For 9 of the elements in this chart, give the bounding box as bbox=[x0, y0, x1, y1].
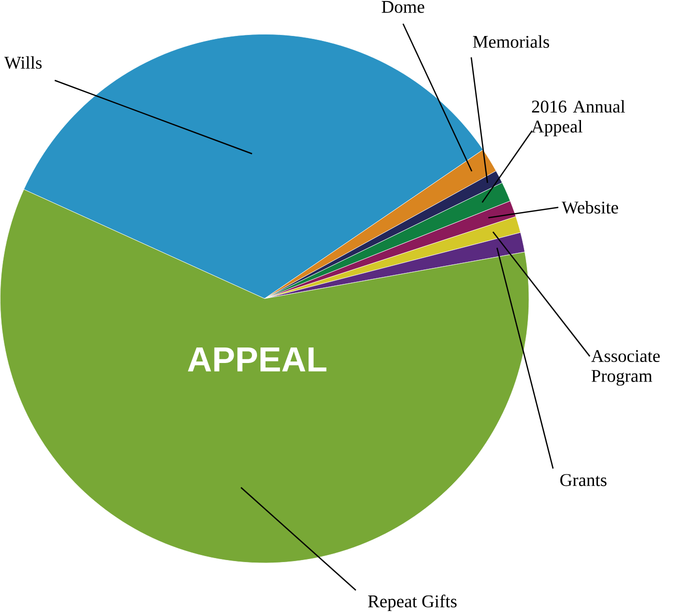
slice-label: Wills bbox=[4, 56, 42, 69]
slice-label: 2016 Annual Appeal bbox=[531, 100, 625, 136]
slice-label: Associate Program bbox=[591, 350, 660, 386]
text: APPEAL bbox=[188, 348, 326, 372]
slice-label: Website bbox=[562, 200, 618, 214]
slice-label: Dome bbox=[382, 1, 424, 13]
slice-label: Repeat Gifts bbox=[368, 594, 457, 611]
slice-label: Memorials bbox=[472, 35, 550, 48]
slice-label: Grants bbox=[560, 474, 606, 486]
